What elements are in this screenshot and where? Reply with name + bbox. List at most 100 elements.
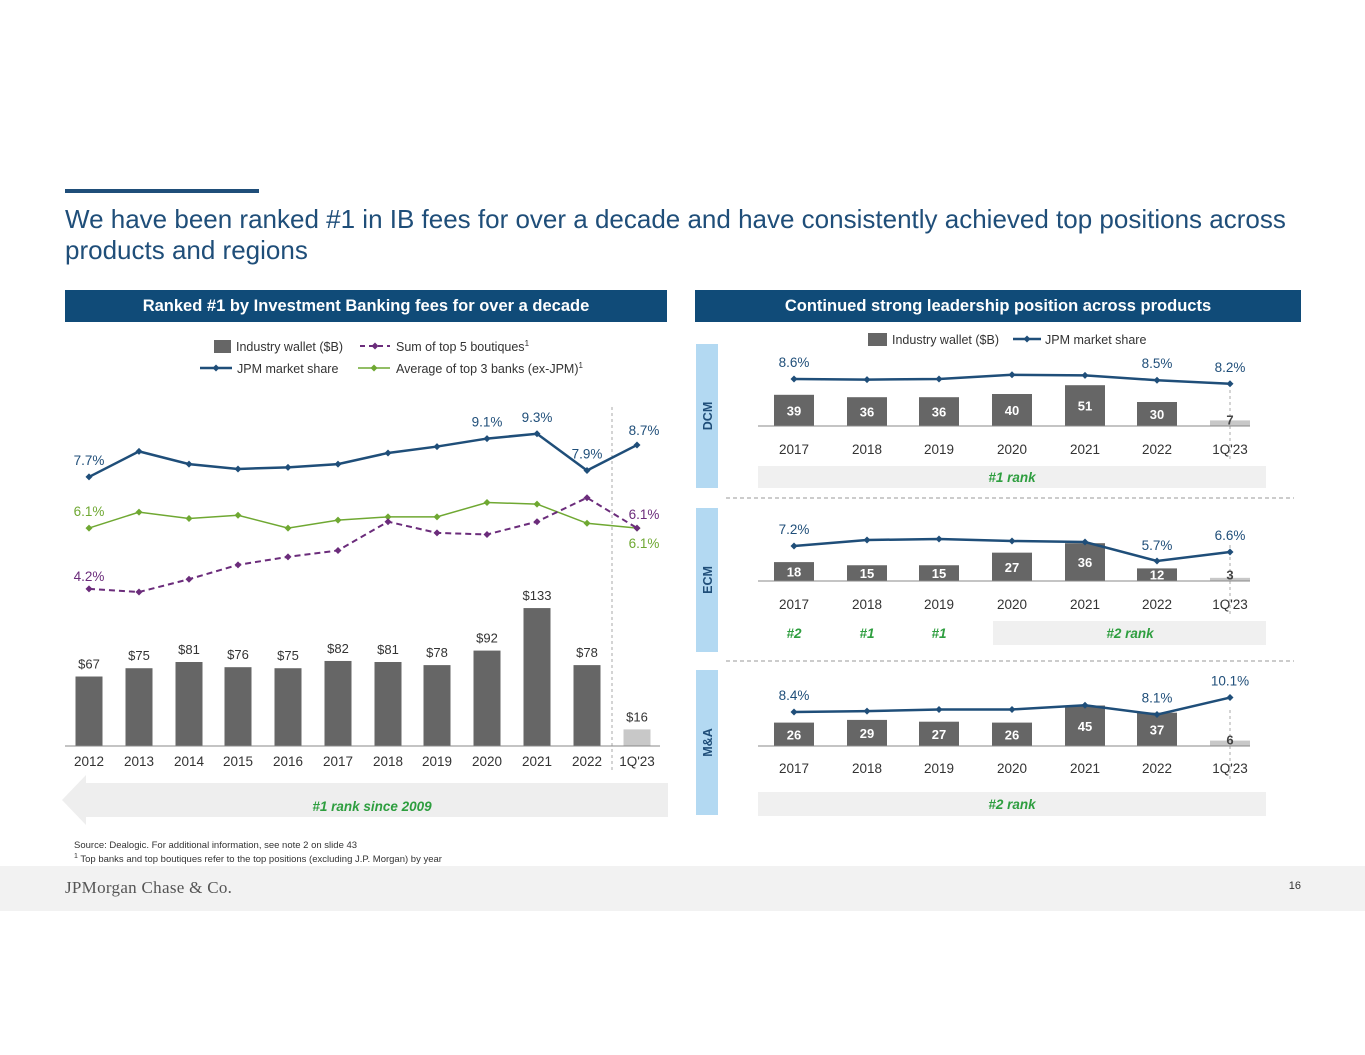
legend-wallet-swatch xyxy=(214,340,231,353)
jpm-share-data-label: 9.1% xyxy=(472,415,503,430)
jpm-share-data-label: 7.2% xyxy=(779,522,810,537)
legend-boutiques-sup: 1 xyxy=(525,339,530,348)
wallet-bar-label: $92 xyxy=(476,631,498,646)
top3-banks-marker xyxy=(135,508,143,516)
jpm-share-marker xyxy=(284,463,292,471)
segment-side-bar xyxy=(696,508,718,652)
wallet-bar-value: 3 xyxy=(1226,568,1233,583)
top3-banks-marker xyxy=(433,513,441,521)
wallet-bar-label: $81 xyxy=(377,642,399,657)
x-tick-label: 2022 xyxy=(1142,597,1172,612)
legend-jpm-label: JPM market share xyxy=(1045,333,1146,347)
x-tick-label: 2022 xyxy=(572,754,602,769)
top5-boutiques-marker xyxy=(85,585,93,593)
x-tick-label: 2019 xyxy=(422,754,452,769)
wallet-bar xyxy=(1210,420,1250,426)
wallet-bar xyxy=(992,394,1032,426)
x-tick-label: 2016 xyxy=(273,754,303,769)
jpm-share-marker xyxy=(790,375,798,383)
jpm-share-marker xyxy=(1081,371,1089,379)
x-tick-label: 2022 xyxy=(1142,761,1172,776)
wallet-bar xyxy=(423,665,451,746)
top3-banks-marker xyxy=(234,511,242,519)
wallet-bar-value: 29 xyxy=(860,726,874,741)
jpm-share-data-label: 8.5% xyxy=(1142,356,1173,371)
jpm-share-marker xyxy=(533,430,541,438)
wallet-bar xyxy=(847,397,887,426)
wallet-bar xyxy=(1210,577,1250,581)
ecm-rank-label: #2 rank xyxy=(1106,626,1155,641)
legend-jpm-label: JPM market share xyxy=(237,362,338,376)
x-tick-label: 1Q'23 xyxy=(1212,761,1248,776)
wallet-bar-label: $78 xyxy=(426,645,448,660)
wallet-bar-label: $133 xyxy=(523,588,552,603)
jpm-share-marker xyxy=(1081,538,1089,546)
legend-top3-label: Average of top 3 banks (ex-JPM)1 xyxy=(396,361,584,376)
wallet-bar xyxy=(774,562,814,581)
top5-boutiques-marker xyxy=(384,518,392,526)
footnote: 1 Top banks and top boutiques refer to t… xyxy=(74,851,442,865)
wallet-bar-value: 36 xyxy=(932,405,946,420)
legend-boutiques-marker xyxy=(371,342,379,350)
wallet-bar-value: 7 xyxy=(1226,413,1233,428)
jpm-share-data-label: 8.1% xyxy=(1142,691,1173,706)
x-tick-label: 2013 xyxy=(124,754,154,769)
footnote-mark: 1 xyxy=(74,853,78,860)
wallet-bar xyxy=(1210,740,1250,746)
jpm-share-marker xyxy=(1153,711,1161,719)
wallet-bar-value: 15 xyxy=(860,566,874,581)
x-tick-label: 2020 xyxy=(997,442,1027,457)
x-tick-label: 2021 xyxy=(1070,442,1100,457)
jpm-share-data-label: 5.7% xyxy=(1142,538,1173,553)
wallet-bar-value: 6 xyxy=(1226,733,1233,748)
top5-boutiques-marker xyxy=(583,494,591,502)
jpm-share-marker xyxy=(334,460,342,468)
x-tick-label: 2012 xyxy=(74,754,104,769)
wallet-bar-label: $78 xyxy=(576,645,598,660)
x-tick-label: 2018 xyxy=(852,597,882,612)
x-tick-label: 2018 xyxy=(373,754,403,769)
wallet-bar xyxy=(919,397,959,426)
ib-fees-chart: Industry wallet ($B) Sum of top 5 boutiqu… xyxy=(62,339,668,825)
wallet-bar xyxy=(1137,712,1177,746)
wallet-bar xyxy=(175,662,203,746)
wallet-bar xyxy=(992,552,1032,581)
wallet-bar-value: 36 xyxy=(1078,555,1092,570)
jpm-share-marker xyxy=(1081,701,1089,709)
top3-banks-line xyxy=(88,501,638,529)
jpm-share-marker xyxy=(135,447,143,455)
wallet-bar-value: 30 xyxy=(1150,407,1164,422)
jpm-share-marker xyxy=(863,376,871,384)
source-note-text: Source: Dealogic. For additional informa… xyxy=(74,840,358,851)
segment-side-bar xyxy=(696,344,718,488)
wallet-bar-label: $16 xyxy=(626,709,648,724)
x-tick-label: 2022 xyxy=(1142,442,1172,457)
footnote-text: Top banks and top boutiques refer to the… xyxy=(77,854,442,866)
jpm-share-data-label: 8.6% xyxy=(779,355,810,370)
top5-boutiques-marker xyxy=(334,546,342,554)
wallet-bar-label: $76 xyxy=(227,647,249,662)
jpm-share-data-label: 7.7% xyxy=(74,453,105,468)
legend-top3-sup: 1 xyxy=(579,361,584,370)
top3-banks-marker xyxy=(533,500,541,508)
legend-top3-marker xyxy=(370,364,378,372)
jpm-share-line xyxy=(88,432,638,479)
wallet-bar xyxy=(473,650,501,746)
x-tick-label: 1Q'23 xyxy=(1212,597,1248,612)
wallet-bar xyxy=(1137,568,1177,581)
wallet-bar-value: 40 xyxy=(1005,403,1019,418)
segment-label: DCM xyxy=(701,402,715,430)
x-tick-label: 2020 xyxy=(472,754,502,769)
top3-banks-marker xyxy=(334,516,342,524)
ecm-rank-2019: #1 xyxy=(931,626,946,641)
segment-label: ECM xyxy=(701,566,715,594)
jpm-share-data-label: 10.1% xyxy=(1211,674,1249,689)
x-tick-label: 2019 xyxy=(924,761,954,776)
wallet-bar xyxy=(1065,705,1105,746)
top5-boutiques-marker xyxy=(135,588,143,596)
right-panel-header-text: Continued strong leadership position acr… xyxy=(784,296,1212,315)
jpm-share-data-label: 7.9% xyxy=(572,447,603,462)
wallet-bar-value: 15 xyxy=(932,566,946,581)
x-tick-label: 1Q'23 xyxy=(619,754,655,769)
jpm-share-marker xyxy=(433,443,441,451)
